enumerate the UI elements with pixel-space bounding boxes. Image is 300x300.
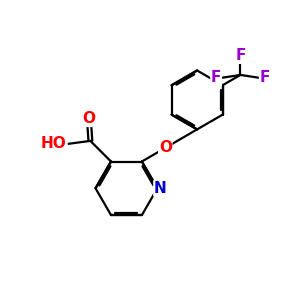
- Text: O: O: [159, 140, 172, 154]
- Text: N: N: [154, 181, 167, 196]
- Text: HO: HO: [41, 136, 67, 151]
- Text: F: F: [235, 48, 246, 63]
- Text: F: F: [211, 70, 221, 86]
- Text: O: O: [82, 111, 95, 126]
- Text: F: F: [260, 70, 270, 86]
